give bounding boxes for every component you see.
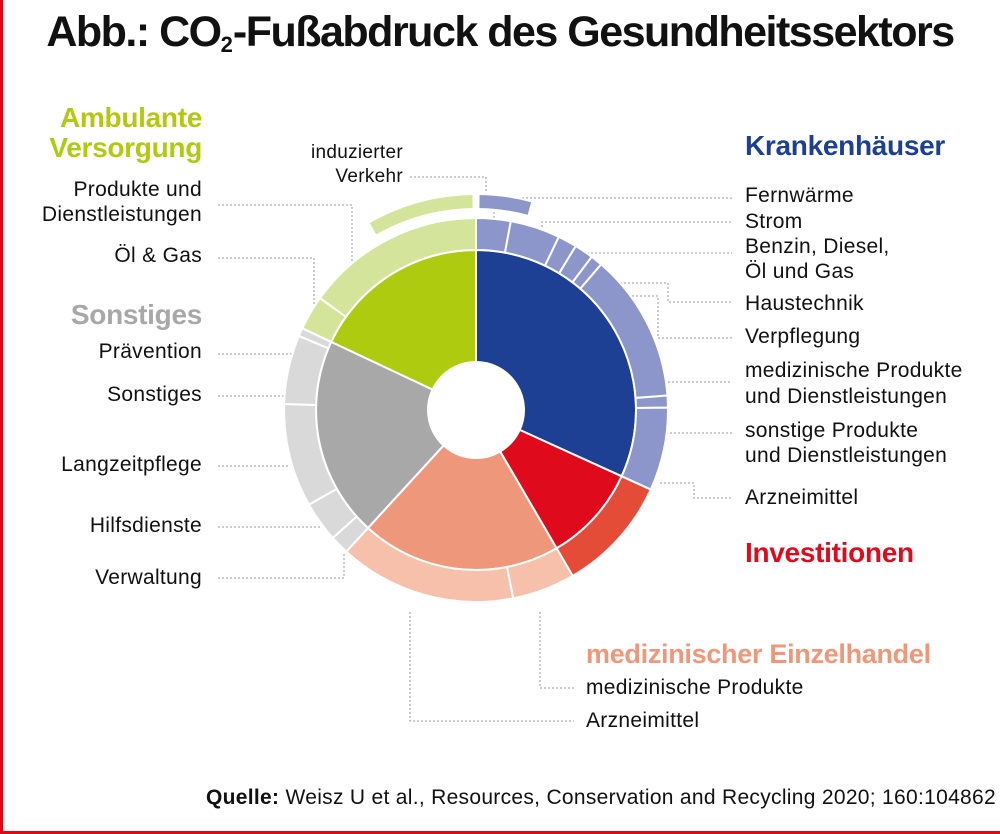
leader-einzelhandel-med bbox=[539, 612, 574, 689]
label-haustechnik: Haustechnik bbox=[745, 292, 864, 315]
label-strom: Strom bbox=[745, 210, 803, 233]
source-note: Quelle: Weisz U et al., Resources, Conse… bbox=[206, 786, 996, 810]
slice-induced-krankenhaus bbox=[477, 193, 534, 218]
leader-arzneimittel-kh bbox=[660, 482, 732, 499]
leader-oel-gas bbox=[218, 257, 315, 338]
label-produkte-1: Produkte und bbox=[73, 178, 202, 201]
leader-haustechnik bbox=[600, 282, 732, 303]
label-arzneimittel-kh: Arzneimittel bbox=[745, 486, 859, 509]
label-med-produkte-2: und Dienstleistungen bbox=[745, 385, 948, 408]
label-produkte-2: Dienstleistungen bbox=[41, 203, 202, 226]
label-sonstige-produkte-2: und Dienstleistungen bbox=[745, 444, 948, 467]
label-induzierter-2: Verkehr bbox=[335, 166, 403, 187]
sonstiges-header: Sonstiges bbox=[70, 299, 202, 330]
krankenhaus-header: Krankenhäuser bbox=[745, 130, 945, 161]
chart-slices bbox=[283, 193, 669, 603]
label-fernwaerme: Fernwärme bbox=[745, 184, 854, 207]
label-einzelhandel-med: medizinische Produkte bbox=[586, 676, 804, 699]
slice-induced-ambulant bbox=[367, 193, 475, 238]
frame-left-border bbox=[0, 0, 3, 834]
label-med-produkte-1: medizinische Produkte bbox=[745, 359, 963, 382]
source-text: Weisz U et al., Resources, Conservation … bbox=[285, 786, 996, 809]
ambulant-header-1: Ambulante bbox=[60, 102, 202, 133]
label-sonstige-produkte-1: sonstige Produkte bbox=[745, 419, 919, 442]
einzelhandel-header: medizinischer Einzelhandel bbox=[586, 639, 931, 669]
ambulant-header-2: Versorgung bbox=[49, 132, 202, 163]
frame-bottom-border bbox=[0, 831, 1000, 834]
label-induzierter-1: induzierter bbox=[310, 142, 403, 163]
title-prefix: Abb.: CO bbox=[46, 8, 222, 56]
leader-produkte bbox=[218, 204, 353, 290]
label-oel-gas: Öl & Gas bbox=[114, 244, 202, 267]
label-sonstiges: Sonstiges bbox=[107, 383, 202, 406]
leader-verwaltung bbox=[218, 552, 345, 579]
label-verpflegung: Verpflegung bbox=[745, 325, 861, 348]
label-langzeitpflege: Langzeitpflege bbox=[61, 453, 202, 476]
label-praevention: Prävention bbox=[98, 340, 202, 363]
label-hilfsdienste: Hilfsdienste bbox=[89, 514, 202, 537]
label-benzin-1: Benzin, Diesel, bbox=[745, 235, 890, 258]
source-label: Quelle: bbox=[206, 786, 280, 809]
title-subscript: 2 bbox=[220, 32, 233, 57]
leader-einzelhandel-arznei bbox=[409, 612, 574, 722]
slice-outer-ambulante-versorgung-produkte-und-dienstleistungen bbox=[318, 216, 477, 319]
label-einzelhandel-arznei: Arzneimittel bbox=[586, 709, 700, 732]
slice-outer-krankenh-user-sonstige-produkte-und-dienstleistungen bbox=[634, 394, 669, 410]
leader-verpflegung bbox=[612, 295, 732, 339]
title-suffix: -Fußabdruck des Gesundheitssektors bbox=[232, 8, 955, 56]
investitionen-header: Investitionen bbox=[745, 537, 914, 568]
label-verwaltung: Verwaltung bbox=[95, 566, 202, 589]
leader-benzin bbox=[583, 252, 732, 270]
page-title: Abb.: CO2-Fußabdruck des Gesundheitssekt… bbox=[0, 8, 1000, 58]
label-benzin-2: Öl und Gas bbox=[745, 260, 855, 283]
